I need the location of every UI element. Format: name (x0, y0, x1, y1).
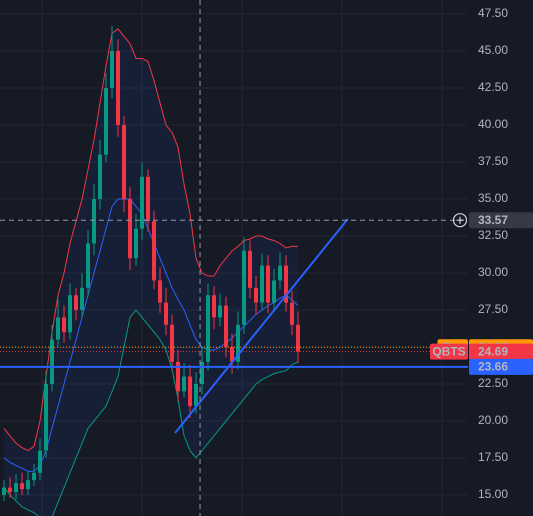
candle-body (146, 176, 151, 222)
price-tag (469, 343, 533, 360)
candle-body (92, 199, 97, 244)
price-tag-label: 24.69 (478, 344, 508, 358)
candle-body (20, 483, 25, 490)
overlays (0, 0, 468, 516)
band-middle (3, 198, 299, 472)
candle-body (260, 265, 265, 303)
candle-body (122, 125, 127, 200)
candle-body (50, 339, 55, 385)
y-tick-label: 15.00 (478, 487, 508, 501)
candle-body (200, 361, 205, 385)
vertical-grid (41, 0, 443, 516)
candle-body (206, 295, 211, 362)
candle-body (230, 347, 235, 362)
candle-body (116, 51, 121, 126)
candle-body (38, 450, 43, 473)
bands (3, 28, 299, 516)
y-tick-label: 47.50 (478, 6, 508, 20)
y-tick-label: 17.50 (478, 450, 508, 464)
candle-body (290, 302, 295, 325)
y-tick-label: 32.50 (478, 228, 508, 242)
plus-icon (456, 216, 464, 224)
y-tick-label: 35.00 (478, 191, 508, 205)
candle-body (182, 376, 187, 392)
candle-body (14, 483, 19, 493)
candle-body (26, 480, 31, 490)
candle-body (278, 265, 283, 281)
y-tick-label: 20.00 (478, 413, 508, 427)
candle-body (128, 199, 133, 259)
hline-tag-label: 23.66 (478, 360, 508, 374)
series-tag (430, 343, 468, 360)
band-upper (3, 28, 299, 452)
candle-body (176, 361, 181, 392)
plus-button (452, 213, 468, 228)
price-tag (469, 212, 533, 229)
candle-body (86, 243, 91, 288)
candle-body (74, 295, 79, 311)
candle-body (284, 265, 289, 303)
candle-body (272, 280, 277, 303)
candle-body (296, 324, 301, 352)
hline-tag (469, 358, 533, 375)
candle-body (224, 305, 229, 348)
candle-body (152, 221, 157, 281)
y-tick-label: 45.00 (478, 43, 508, 57)
y-tick-label: 40.00 (478, 117, 508, 131)
band-fill (4, 28, 299, 516)
candle-body (194, 384, 199, 407)
candle-body (56, 317, 61, 340)
candle-body (158, 280, 163, 303)
candle-body (98, 154, 103, 200)
band-lower (3, 309, 299, 516)
candles (2, 25, 301, 501)
candle-body (44, 384, 49, 451)
candle-body (140, 176, 145, 229)
candle-body (80, 287, 85, 311)
candle-body (164, 302, 169, 325)
candle-body (218, 305, 223, 318)
candle-body (32, 472, 37, 481)
candle-body (242, 250, 247, 325)
candle-body (188, 376, 193, 407)
candle-body (110, 51, 115, 89)
y-tick-label: 30.00 (478, 265, 508, 279)
candle-body (68, 295, 73, 333)
candle-body (254, 287, 259, 303)
candle-body (212, 295, 217, 318)
y-tick-label: 37.50 (478, 154, 508, 168)
candle-body (134, 228, 139, 259)
candle-body (170, 324, 175, 362)
y-tick-label: 42.50 (478, 80, 508, 94)
price-tag-label: 33.57 (478, 213, 508, 227)
series-tag-label: QBTS (432, 344, 465, 358)
candle-body (104, 88, 109, 155)
candle-body (266, 265, 271, 303)
y-tick-label: 27.50 (478, 302, 508, 316)
candle-body (2, 487, 7, 495)
price-axis: 15.0017.5020.0022.5025.0027.5030.0032.50… (430, 6, 533, 501)
candle-body (8, 487, 13, 493)
candle-body (62, 317, 67, 333)
candle-body (236, 324, 241, 362)
candle-body (248, 250, 253, 288)
y-tick-label: 22.50 (478, 376, 508, 390)
trend-line (174, 218, 349, 434)
